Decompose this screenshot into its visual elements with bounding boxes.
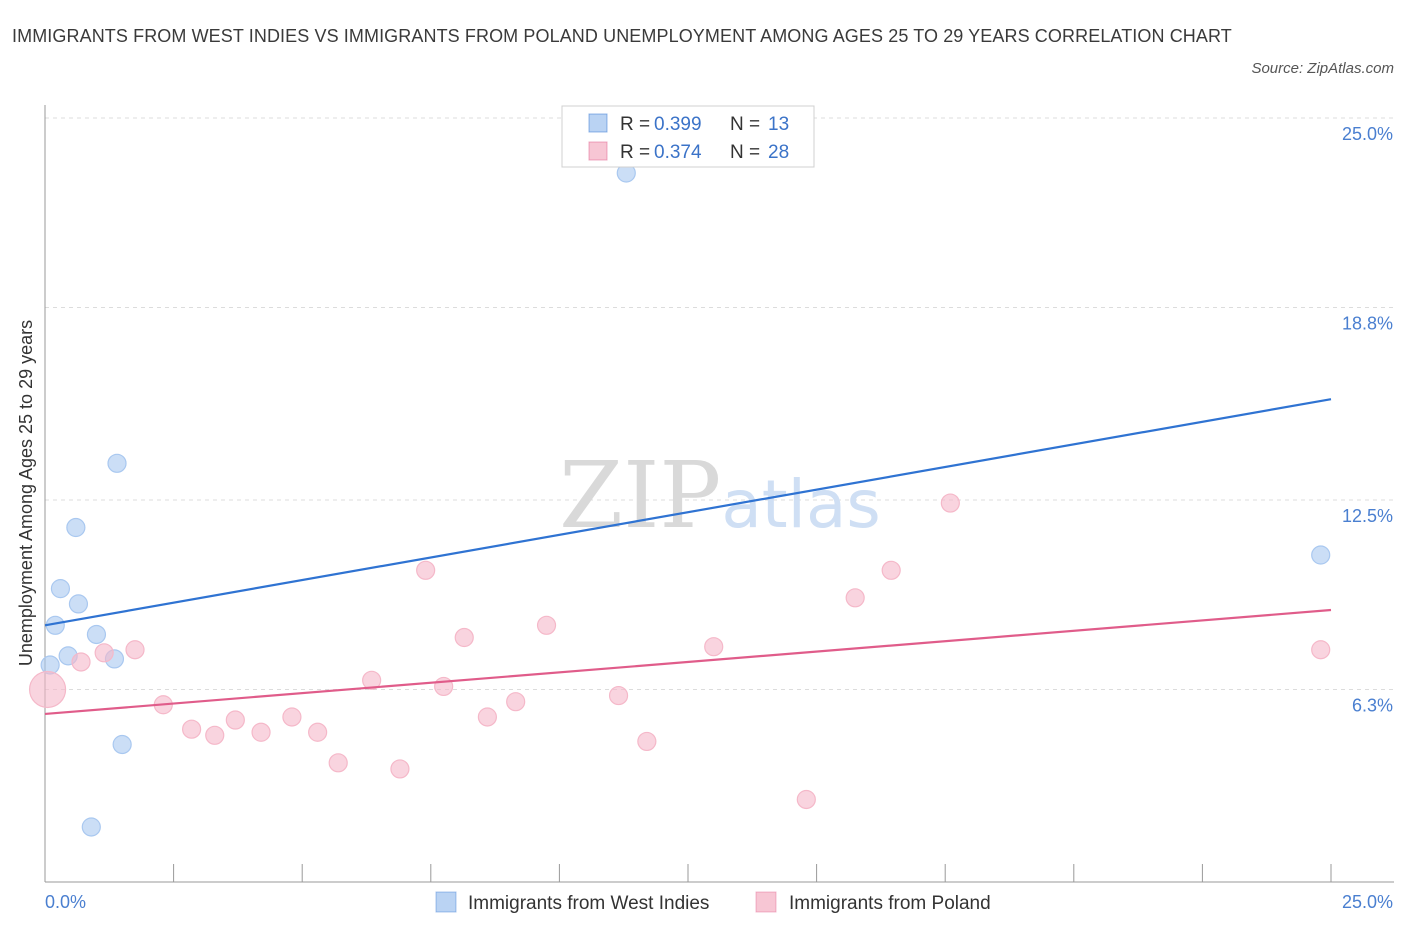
legend-r-value: 0.399 (654, 114, 702, 135)
west-indies-point (1311, 545, 1331, 565)
west-indies-point (112, 734, 132, 755)
poland-point (416, 560, 436, 580)
chart-source: Source: ZipAtlas.com (1251, 60, 1394, 77)
poland-point (704, 637, 724, 657)
poland-point (845, 588, 865, 608)
poland-point (477, 707, 497, 727)
poland-point (308, 722, 328, 742)
west-indies-point (86, 624, 107, 645)
poland-point (182, 719, 202, 739)
legend-n-value: 28 (768, 142, 789, 163)
y-tick-label: 12.5% (1342, 506, 1393, 526)
poland-point (881, 560, 901, 580)
poland-point (94, 643, 114, 663)
west-indies-point (66, 517, 86, 538)
legend-n-label: N = (730, 114, 760, 135)
watermark: ZIPatlas (559, 442, 881, 549)
y-tick-label: 25.0% (1342, 124, 1393, 144)
legend-r-label: R = (620, 114, 650, 135)
poland-point (362, 670, 382, 690)
poland-point (71, 652, 91, 672)
west-indies-trendline (44, 398, 1332, 627)
poland-point (1311, 640, 1331, 660)
poland-point (637, 731, 657, 752)
bottom-legend-label: Immigrants from West Indies (468, 893, 709, 914)
west-indies-point (81, 817, 101, 837)
bottom-legend-swatch (435, 891, 457, 913)
legend-r-label: R = (620, 142, 650, 163)
poland-point (940, 493, 960, 513)
poland-trendline (44, 608, 1332, 716)
legend-n-label: N = (730, 142, 760, 163)
chart-title: IMMIGRANTS FROM WEST INDIES VS IMMIGRANT… (12, 26, 1232, 46)
y-tick-label: 6.3% (1352, 695, 1393, 715)
poland-point (205, 725, 225, 745)
bottom-legend-label: Immigrants from Poland (789, 893, 991, 914)
poland-point (282, 707, 302, 727)
poland-point (328, 753, 348, 773)
poland-point (390, 759, 410, 779)
legend-r-value: 0.374 (654, 142, 702, 163)
legend-swatch (588, 141, 608, 161)
x-tick-label-max: 25.0% (1342, 892, 1393, 912)
poland-point (125, 640, 145, 660)
poland-point (536, 615, 557, 635)
poland-point (454, 627, 474, 648)
poland-point (506, 692, 526, 712)
y-axis-title: Unemployment Among Ages 25 to 29 years (16, 320, 36, 666)
west-indies-point (68, 594, 89, 614)
poland-point (796, 789, 816, 810)
poland-point (251, 722, 271, 742)
x-tick-label-min: 0.0% (45, 892, 86, 912)
west-indies-point (50, 579, 71, 599)
poland-point (225, 710, 245, 730)
bottom-legend-swatch (755, 891, 777, 913)
poland-point (28, 670, 67, 709)
poland-point (608, 685, 629, 706)
legend-n-value: 13 (768, 114, 789, 135)
y-tick-label: 18.8% (1342, 313, 1393, 333)
west-indies-point (107, 453, 127, 473)
legend-swatch (588, 113, 608, 133)
